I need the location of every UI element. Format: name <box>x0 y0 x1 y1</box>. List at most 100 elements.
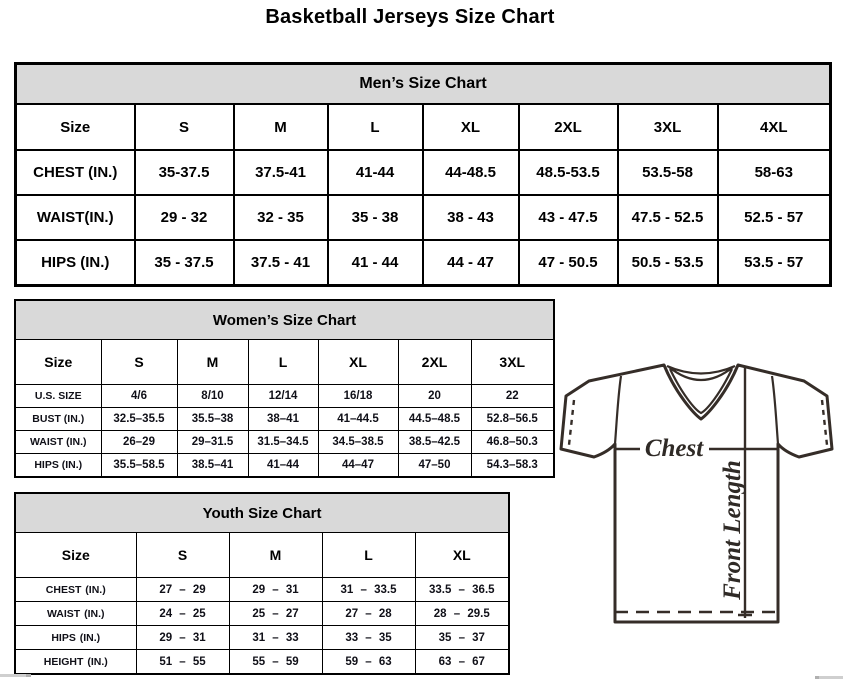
mens-size-table: Men’s Size Chart Size S M L XL 2XL 3XL 4… <box>14 62 833 287</box>
size-value-cell: 31 – 33 <box>228 625 323 650</box>
size-value-cell: 8/10 <box>176 384 249 408</box>
size-value-cell: 63 – 67 <box>414 649 510 675</box>
size-value-cell: 12/14 <box>247 384 319 408</box>
size-value-cell: 58-63 <box>716 149 832 196</box>
scrollbar-fragment-right <box>815 676 843 679</box>
scrollbar-fragment-left <box>0 674 31 677</box>
column-header-cell: Size <box>14 339 102 385</box>
size-value-cell: 48.5-53.5 <box>517 149 619 196</box>
table-row: HIPS (IN.) 29 – 31 31 – 33 33 – 35 35 – … <box>14 625 510 650</box>
column-header-cell: L <box>321 532 416 578</box>
column-header-cell: S <box>135 532 230 578</box>
row-label-cell: WAIST (IN.) <box>14 430 102 454</box>
size-value-cell: 55 – 59 <box>228 649 323 675</box>
column-header-cell: 2XL <box>517 103 619 151</box>
page-title: Basketball Jerseys Size Chart <box>265 6 555 28</box>
column-header-cell: M <box>176 339 249 385</box>
front-length-label: Front Length <box>719 460 746 601</box>
table-row: CHEST (IN.) 35-37.5 37.5-41 41-44 44-48.… <box>14 149 832 196</box>
table-row: BUST (IN.) 32.5–35.5 35.5–38 38–41 41–44… <box>14 407 555 431</box>
size-value-cell: 44-48.5 <box>421 149 520 196</box>
table-title-row: Youth Size Chart <box>14 492 510 533</box>
size-value-cell: 47–50 <box>397 453 472 478</box>
size-value-cell: 32 - 35 <box>232 194 329 241</box>
size-value-cell: 54.3–58.3 <box>470 453 555 478</box>
table-row: WAIST (IN.) 24 – 25 25 – 27 27 – 28 28 –… <box>14 601 510 626</box>
size-value-cell: 44–47 <box>317 453 399 478</box>
jersey-outline <box>559 363 834 624</box>
cuff-stitch-dashed-lines <box>567 399 829 446</box>
size-value-cell: 35 - 37.5 <box>133 239 235 287</box>
mens-table-title: Men’s Size Chart <box>14 62 832 105</box>
size-value-cell: 41 - 44 <box>326 239 424 287</box>
table-row: U.S. SIZE 4/6 8/10 12/14 16/18 20 22 <box>14 384 555 408</box>
womens-table-title: Women’s Size Chart <box>14 299 555 340</box>
size-value-cell: 35.5–58.5 <box>100 453 178 478</box>
size-value-cell: 25 – 27 <box>228 601 323 626</box>
size-value-cell: 31 – 33.5 <box>321 577 416 602</box>
size-value-cell: 20 <box>397 384 472 408</box>
row-label-cell: HIPS (IN.) <box>14 453 102 478</box>
table-row: HEIGHT (IN.) 51 – 55 55 – 59 59 – 63 63 … <box>14 649 510 675</box>
table-title-row: Men’s Size Chart <box>14 62 832 105</box>
size-value-cell: 32.5–35.5 <box>100 407 178 431</box>
size-value-cell: 4/6 <box>100 384 178 408</box>
column-header-cell: L <box>326 103 424 151</box>
column-header-cell: S <box>133 103 235 151</box>
size-value-cell: 41–44 <box>247 453 319 478</box>
table-row: HIPS (IN.) 35.5–58.5 38.5–41 41–44 44–47… <box>14 453 555 478</box>
row-label-cell: U.S. SIZE <box>14 384 102 408</box>
table-row: WAIST (IN.) 26–29 29–31.5 31.5–34.5 34.5… <box>14 430 555 454</box>
row-label-cell: WAIST (IN.) <box>14 601 137 626</box>
column-header-cell: 3XL <box>616 103 719 151</box>
row-label-cell: WAIST(IN.) <box>14 194 136 241</box>
column-header-row: Size S M L XL 2XL 3XL 4XL <box>14 103 832 151</box>
size-value-cell: 52.8–56.5 <box>470 407 555 431</box>
row-label-cell: HEIGHT (IN.) <box>14 649 137 675</box>
size-value-cell: 50.5 - 53.5 <box>616 239 719 287</box>
size-value-cell: 44.5–48.5 <box>397 407 472 431</box>
size-value-cell: 28 – 29.5 <box>414 601 510 626</box>
jersey-measurement-diagram: Chest Front Length <box>559 363 834 624</box>
size-value-cell: 35.5–38 <box>176 407 249 431</box>
size-value-cell: 27 – 29 <box>135 577 230 602</box>
size-value-cell: 34.5–38.5 <box>317 430 399 454</box>
size-value-cell: 35 - 38 <box>326 194 424 241</box>
size-value-cell: 38.5–42.5 <box>397 430 472 454</box>
youth-table-title: Youth Size Chart <box>14 492 510 533</box>
table-row: CHEST (IN.) 27 – 29 29 – 31 31 – 33.5 33… <box>14 577 510 602</box>
sleeve-seam-lines <box>613 375 780 445</box>
table-row: HIPS (IN.) 35 - 37.5 37.5 - 41 41 - 44 4… <box>14 239 832 287</box>
table-row: WAIST(IN.) 29 - 32 32 - 35 35 - 38 38 - … <box>14 194 832 241</box>
size-value-cell: 29 - 32 <box>133 194 235 241</box>
column-header-cell: 4XL <box>716 103 832 151</box>
size-value-cell: 51 – 55 <box>135 649 230 675</box>
size-value-cell: 35 – 37 <box>414 625 510 650</box>
size-value-cell: 33.5 – 36.5 <box>414 577 510 602</box>
size-value-cell: 41–44.5 <box>317 407 399 431</box>
column-header-cell: M <box>228 532 323 578</box>
table-title-row: Women’s Size Chart <box>14 299 555 340</box>
column-header-cell: Size <box>14 532 137 578</box>
size-value-cell: 53.5-58 <box>616 149 719 196</box>
size-value-cell: 27 – 28 <box>321 601 416 626</box>
column-header-row: Size S M L XL 2XL 3XL <box>14 339 555 385</box>
column-header-cell: XL <box>421 103 520 151</box>
size-value-cell: 47 - 50.5 <box>517 239 619 287</box>
size-value-cell: 52.5 - 57 <box>716 194 832 241</box>
womens-size-table: Women’s Size Chart Size S M L XL 2XL 3XL… <box>14 299 556 478</box>
front-length-measure-line <box>738 367 752 618</box>
column-header-cell: XL <box>317 339 399 385</box>
column-header-cell: XL <box>414 532 510 578</box>
row-label-cell: BUST (IN.) <box>14 407 102 431</box>
size-value-cell: 59 – 63 <box>321 649 416 675</box>
column-header-cell: S <box>100 339 178 385</box>
collar-ribbing-lines <box>666 364 736 415</box>
size-value-cell: 43 - 47.5 <box>517 194 619 241</box>
size-value-cell: 38 - 43 <box>421 194 520 241</box>
size-value-cell: 47.5 - 52.5 <box>616 194 719 241</box>
row-label-cell: CHEST (IN.) <box>14 577 137 602</box>
size-value-cell: 38.5–41 <box>176 453 249 478</box>
size-value-cell: 26–29 <box>100 430 178 454</box>
